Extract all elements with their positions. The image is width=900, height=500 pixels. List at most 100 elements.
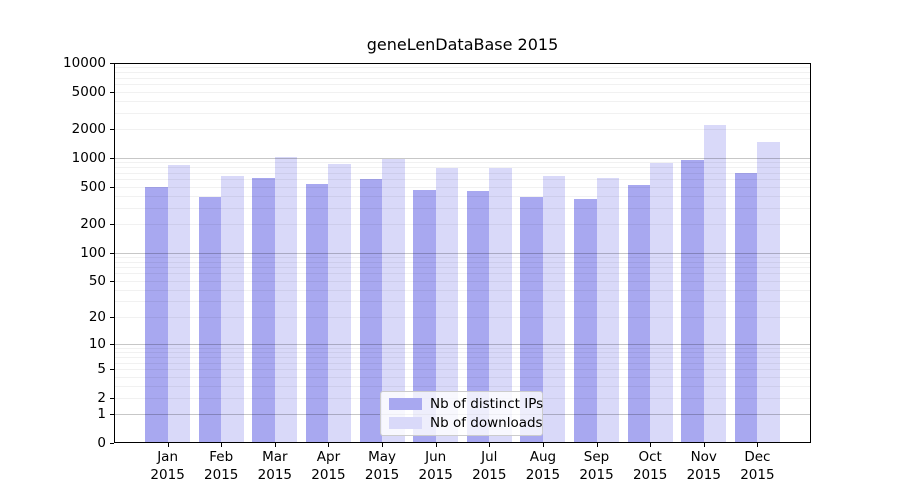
y-tick-label: 10000 (63, 55, 106, 71)
x-tick-label: Oct 2015 (620, 449, 680, 484)
x-tick-year: 2015 (311, 466, 346, 483)
gridline-minor (114, 162, 811, 164)
y-tick-label: 1000 (71, 149, 106, 166)
gridline-minor (114, 207, 811, 209)
x-tick-month: Oct (638, 449, 662, 465)
y-tick-label: 50 (88, 272, 106, 289)
x-tick-month: Nov (690, 449, 717, 465)
bar-downloads (757, 142, 780, 443)
x-tick-year: 2015 (525, 466, 561, 483)
x-tick-year: 2015 (686, 466, 721, 483)
gridline-minor (114, 357, 811, 359)
x-tick-year: 2015 (418, 466, 453, 483)
gridline-minor (114, 67, 811, 69)
y-tick-label: 2 (97, 389, 106, 406)
y-tick-mark (110, 91, 114, 93)
x-tick-year: 2015 (257, 466, 293, 483)
gridline-minor (114, 84, 811, 86)
y-tick-label: 0 (97, 435, 106, 451)
bar-distinct-ips (145, 186, 168, 443)
y-tick-label: 2000 (71, 121, 106, 138)
legend-item-distinct-ips: Nb of distinct IPs (381, 396, 543, 413)
x-tick-label: Apr 2015 (298, 449, 358, 484)
gridline-major (114, 344, 811, 346)
x-tick-mark (703, 443, 705, 447)
x-tick-mark (382, 443, 384, 447)
x-tick-month: Apr (316, 449, 341, 465)
x-tick-month: Dec (744, 449, 771, 465)
x-tick-month: Jul (481, 449, 498, 465)
x-tick-year: 2015 (364, 466, 400, 483)
gridline-minor (114, 100, 811, 102)
gridline-minor (114, 301, 811, 303)
y-tick-mark (110, 157, 114, 159)
gridline-minor (114, 224, 811, 226)
x-tick-mark (167, 443, 169, 447)
x-tick-mark (328, 443, 330, 447)
gridline-minor (114, 348, 811, 349)
gridline-minor (114, 267, 811, 269)
legend: Nb of distinct IPs Nb of downloads (380, 391, 543, 436)
gridline-minor (114, 112, 811, 114)
y-tick-mark (110, 397, 114, 399)
gridline-minor (114, 376, 811, 378)
bar-downloads (489, 168, 512, 443)
y-tick-label: 1 (97, 406, 106, 423)
x-tick-year: 2015 (472, 466, 507, 483)
x-tick-mark (542, 443, 544, 447)
x-tick-year: 2015 (740, 466, 775, 483)
y-tick-mark (110, 317, 114, 319)
x-tick-mark (757, 443, 759, 447)
x-tick-mark (650, 443, 652, 447)
gridline-minor (114, 167, 811, 169)
gridline-minor (114, 172, 811, 174)
bar-downloads (703, 124, 727, 443)
bar-distinct-ips (681, 159, 704, 443)
gridline-minor (114, 77, 811, 79)
x-tick-label: Nov 2015 (674, 449, 734, 484)
y-tick-mark (110, 63, 114, 64)
x-tick-label: Dec 2015 (727, 449, 787, 484)
y-tick-mark (110, 129, 114, 131)
bar-distinct-ips (466, 190, 490, 443)
gridline-minor (114, 362, 811, 364)
bar-downloads (167, 165, 191, 443)
bar-distinct-ips (413, 189, 436, 443)
bar-distinct-ips (305, 184, 329, 443)
y-tick-label: 5 (97, 361, 106, 378)
bar-distinct-ips (520, 196, 543, 443)
gridline-minor (114, 289, 811, 291)
x-tick-label: Sep 2015 (567, 449, 627, 484)
gridline-minor (114, 273, 811, 275)
bar-downloads (221, 175, 244, 443)
legend-swatch-downloads (389, 416, 422, 429)
bar-downloads (382, 159, 405, 443)
bar-distinct-ips (252, 177, 275, 443)
y-tick-mark (110, 369, 114, 371)
y-tick-label: 5000 (71, 83, 106, 100)
x-tick-month: Mar (262, 449, 288, 465)
gridline-minor (114, 385, 811, 387)
y-tick-mark (110, 280, 114, 282)
gridline-minor (114, 195, 811, 197)
x-tick-label: Jul 2015 (459, 449, 519, 484)
gridline-minor (114, 280, 811, 282)
x-tick-year: 2015 (204, 466, 239, 483)
y-tick-mark (110, 186, 114, 188)
gridline-major (114, 157, 811, 159)
y-tick-label: 500 (80, 178, 106, 195)
bar-downloads (596, 178, 620, 443)
x-tick-mark (221, 443, 223, 447)
x-tick-mark (596, 443, 598, 447)
y-tick-mark (110, 224, 114, 226)
gridline-major (114, 63, 811, 64)
x-tick-month: Jan (157, 449, 179, 465)
bar-downloads (650, 162, 673, 443)
gridline-minor (114, 256, 811, 258)
x-tick-label: Aug 2015 (513, 449, 573, 484)
bar-distinct-ips (574, 198, 597, 443)
gridline-minor (114, 179, 811, 180)
bar-distinct-ips (627, 184, 651, 443)
x-tick-mark (274, 443, 276, 447)
gridline-minor (114, 186, 811, 188)
